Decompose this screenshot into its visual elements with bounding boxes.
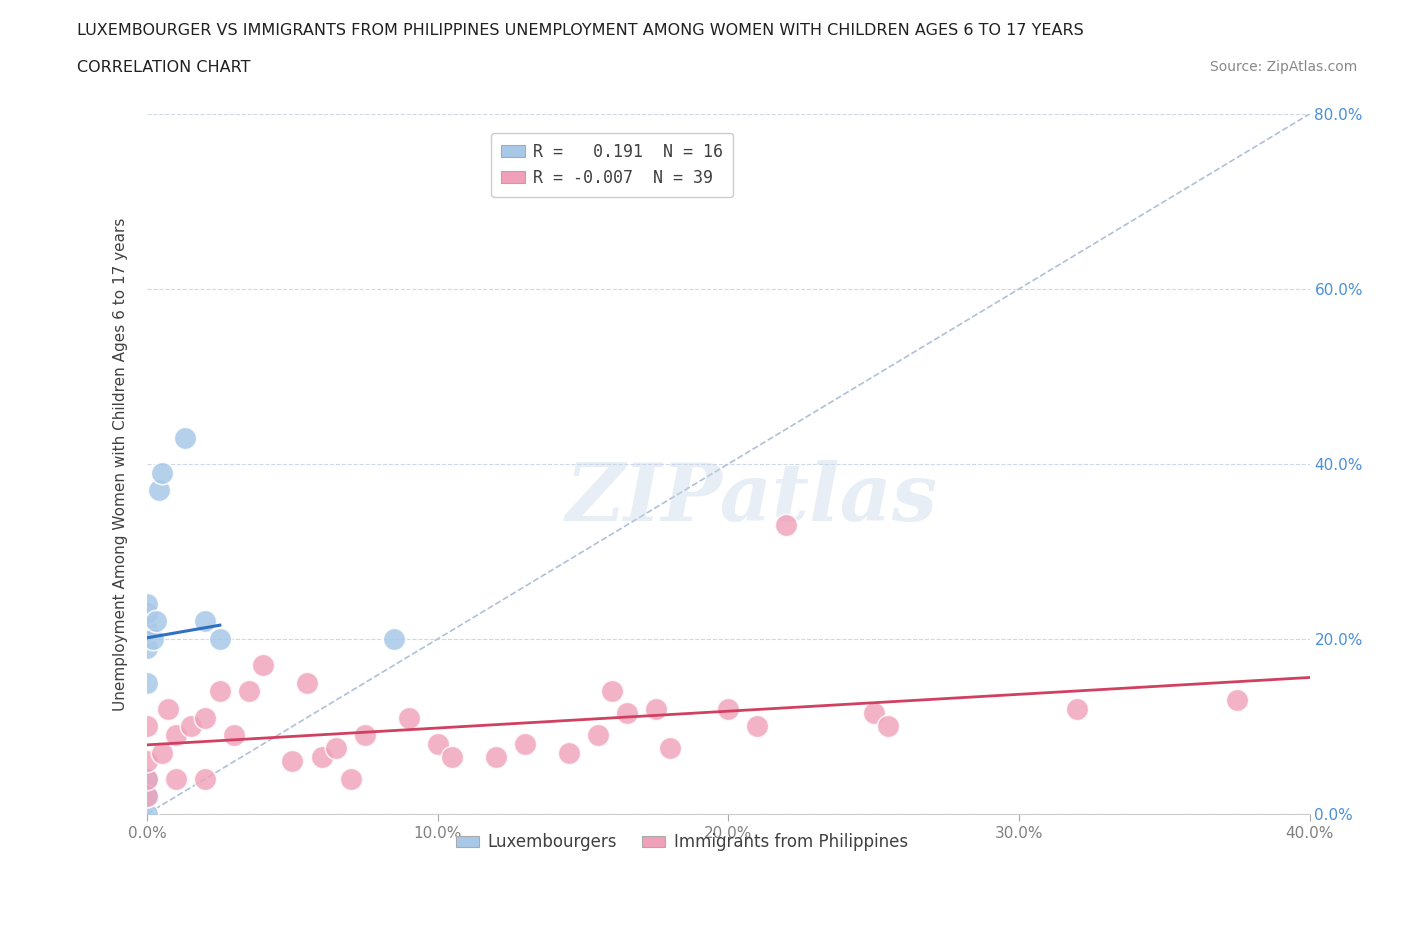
Point [194,614,217,629]
Point [877,719,900,734]
Point [136,605,159,620]
Point [148,483,170,498]
Point [252,658,274,672]
Point [136,789,159,804]
Point [616,706,638,721]
Point [224,727,246,742]
Point [600,684,623,698]
Point [136,640,159,655]
Point [136,771,159,786]
Point [180,719,202,734]
Point [1226,693,1249,708]
Point [281,754,304,769]
Point [339,771,361,786]
Point [142,631,165,646]
Point [398,711,420,725]
Point [136,806,159,821]
Point [136,719,159,734]
Point [238,684,260,698]
Point [485,750,508,764]
Point [136,596,159,611]
Point [165,771,187,786]
Point [586,727,609,742]
Point [441,750,464,764]
Point [426,737,449,751]
Point [150,465,173,480]
Point [136,771,159,786]
Point [717,701,740,716]
Point [659,741,682,756]
Point [295,675,318,690]
Point [382,631,405,646]
Point [174,431,197,445]
Point [354,727,377,742]
Point [311,750,333,764]
Point [513,737,536,751]
Point [1066,701,1088,716]
Point [325,741,347,756]
Point [194,711,217,725]
Text: CORRELATION CHART: CORRELATION CHART [77,60,250,75]
Point [208,631,231,646]
Point [136,754,159,769]
Point [747,719,769,734]
Text: LUXEMBOURGER VS IMMIGRANTS FROM PHILIPPINES UNEMPLOYMENT AMONG WOMEN WITH CHILDR: LUXEMBOURGER VS IMMIGRANTS FROM PHILIPPI… [77,23,1084,38]
Point [136,623,159,638]
Text: Source: ZipAtlas.com: Source: ZipAtlas.com [1209,60,1357,74]
Legend: Luxembourgers, Immigrants from Philippines: Luxembourgers, Immigrants from Philippin… [449,827,914,858]
Point [862,706,884,721]
Point [644,701,666,716]
Point [208,684,231,698]
Point [156,701,179,716]
Point [150,745,173,760]
Point [136,675,159,690]
Point [145,614,167,629]
Y-axis label: Unemployment Among Women with Children Ages 6 to 17 years: Unemployment Among Women with Children A… [114,218,128,711]
Point [775,518,797,533]
Point [557,745,579,760]
Point [194,771,217,786]
Point [136,789,159,804]
Point [165,727,187,742]
Text: ZIPatlas: ZIPatlas [565,460,938,538]
